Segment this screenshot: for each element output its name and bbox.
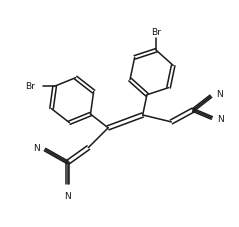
Text: N: N bbox=[216, 90, 223, 99]
Text: Br: Br bbox=[151, 28, 161, 37]
Text: N: N bbox=[217, 115, 223, 124]
Text: N: N bbox=[33, 144, 40, 153]
Text: Br: Br bbox=[25, 82, 35, 91]
Text: N: N bbox=[64, 192, 71, 201]
